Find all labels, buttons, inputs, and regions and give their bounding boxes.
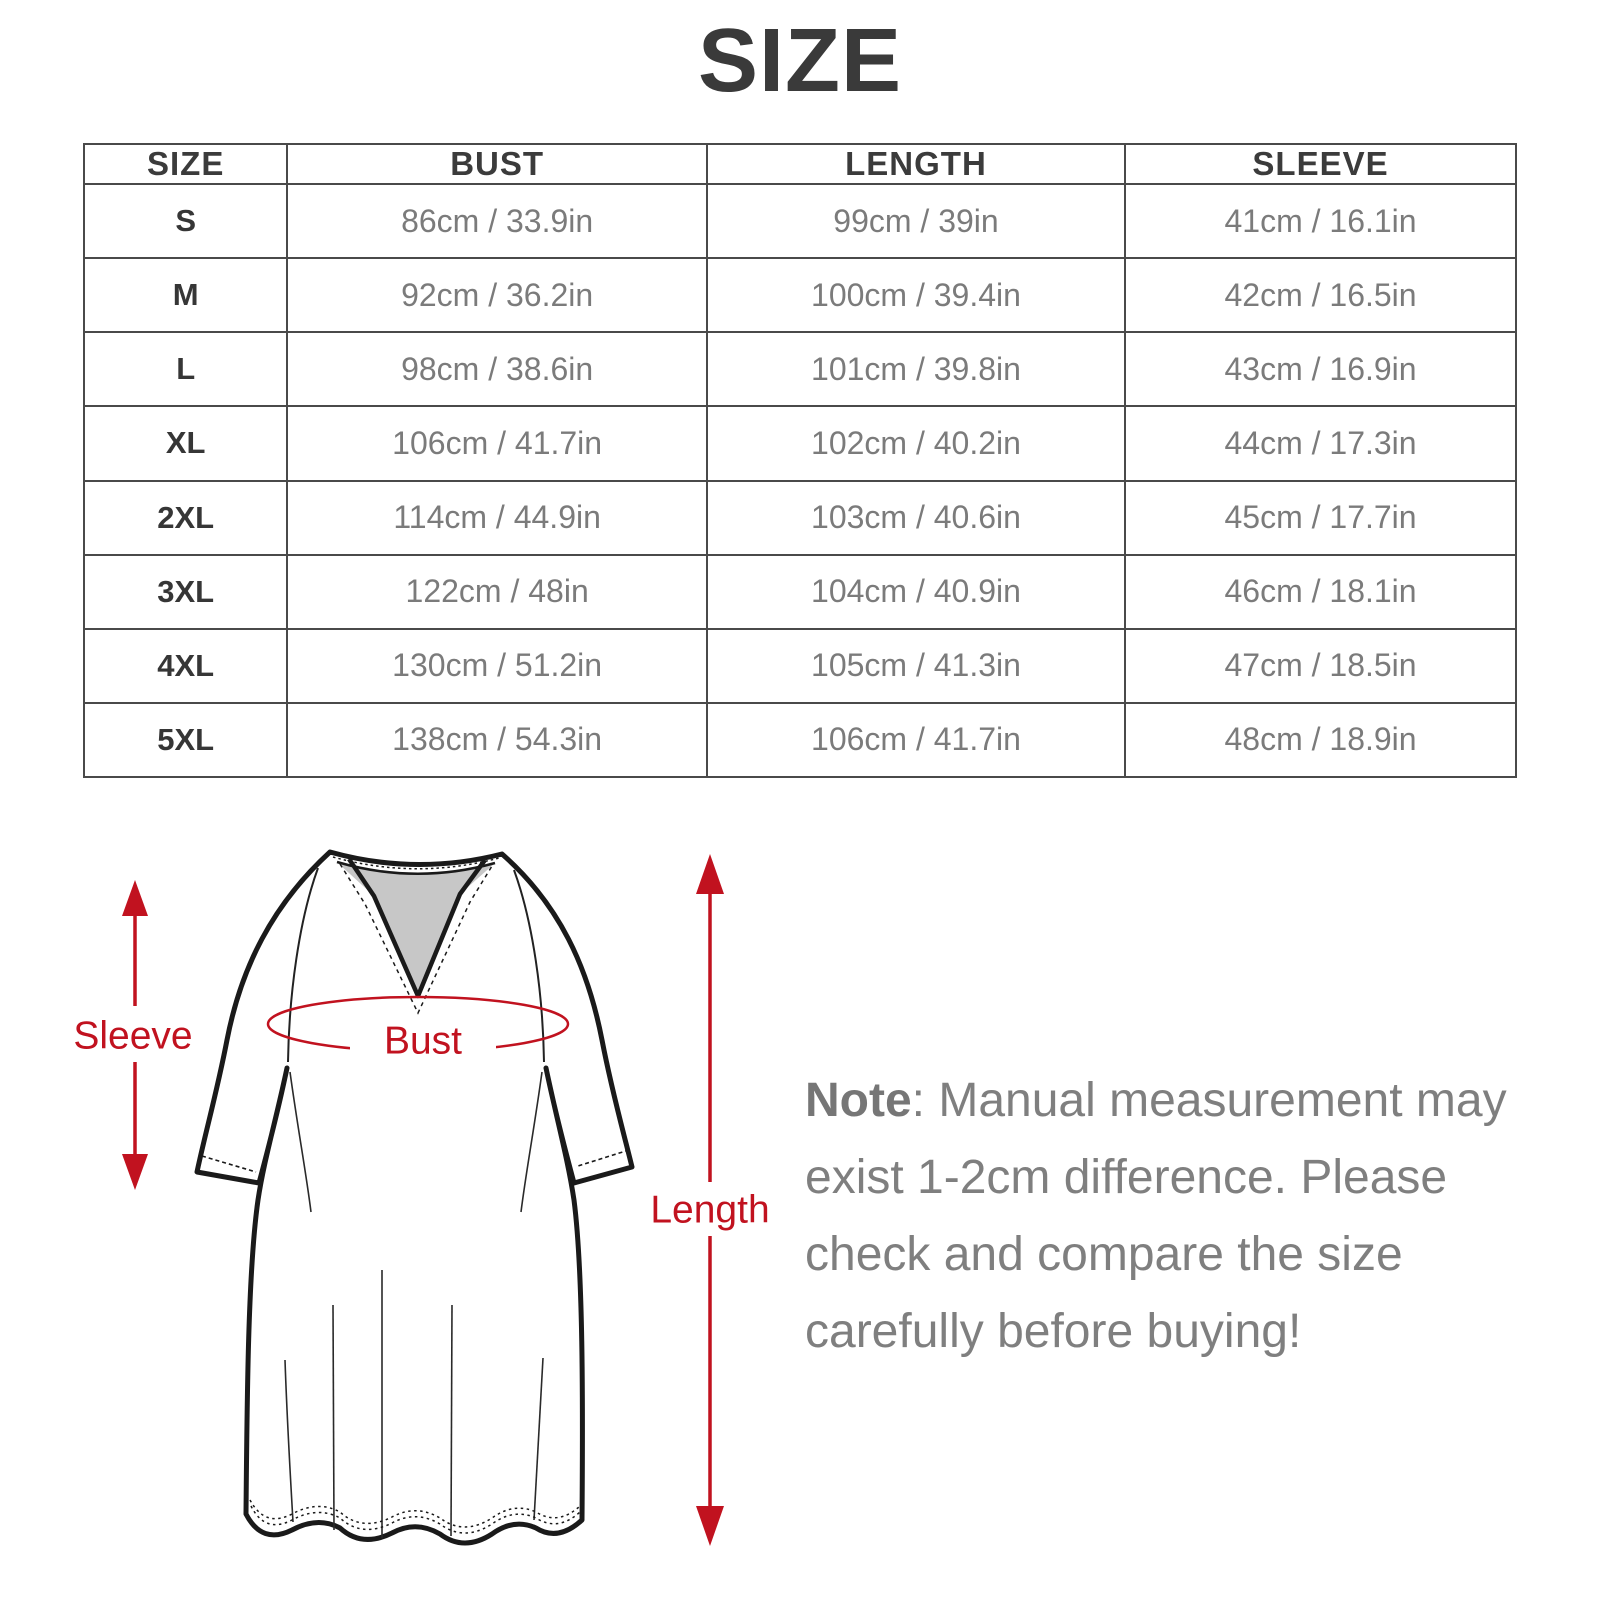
size-table: SIZE BUST LENGTH SLEEVE S 86cm / 33.9in … — [82, 143, 1517, 779]
header-sleeve: SLEEVE — [1124, 143, 1517, 185]
table-row: 4XL 130cm / 51.2in 105cm / 41.3in 47cm /… — [82, 627, 1517, 704]
sleeve-cell: 43cm / 16.9in — [1124, 331, 1517, 408]
sleeve-cell: 48cm / 18.9in — [1124, 701, 1517, 779]
arrow-down-icon — [122, 1154, 148, 1190]
bust-cell: 92cm / 36.2in — [286, 257, 708, 334]
arrow-up-icon — [696, 854, 724, 894]
table-row: XL 106cm / 41.7in 102cm / 40.2in 44cm / … — [82, 405, 1517, 482]
dress-outline — [194, 849, 635, 1546]
sleeve-arrow — [122, 880, 148, 1190]
bust-cell: 98cm / 38.6in — [286, 331, 708, 408]
bust-cell: 86cm / 33.9in — [286, 182, 708, 260]
size-cell: M — [82, 257, 289, 334]
bust-label-bg — [350, 1018, 496, 1062]
dress-illustration: Sleeve Bust Length — [66, 849, 784, 1546]
table-row: 2XL 114cm / 44.9in 103cm / 40.6in 45cm /… — [82, 479, 1517, 556]
neckline-inset — [338, 863, 494, 996]
note-line1-rest: : Manual measurement may — [911, 1074, 1507, 1127]
bust-cell: 138cm / 54.3in — [286, 701, 708, 779]
sleeve-cell: 41cm / 16.1in — [1124, 182, 1517, 260]
length-cell: 101cm / 39.8in — [705, 331, 1127, 408]
table-row: L 98cm / 38.6in 101cm / 39.8in 43cm / 16… — [82, 331, 1517, 408]
table-row: 3XL 122cm / 48in 104cm / 40.9in 46cm / 1… — [82, 553, 1517, 630]
length-cell: 105cm / 41.3in — [705, 627, 1127, 704]
size-cell: 5XL — [82, 701, 289, 779]
armhole-seam-right — [513, 869, 545, 1063]
length-arrow — [696, 854, 724, 1546]
note-line: exist 1-2cm difference. Please — [805, 1151, 1448, 1204]
v-neck-stitch — [339, 863, 493, 1015]
bust-cell: 106cm / 41.7in — [286, 405, 708, 482]
size-cell: S — [82, 182, 289, 260]
table-header-row: SIZE BUST LENGTH SLEEVE — [82, 143, 1517, 185]
length-cell: 104cm / 40.9in — [705, 553, 1127, 630]
length-cell: 102cm / 40.2in — [705, 405, 1127, 482]
length-cell: 99cm / 39in — [705, 182, 1127, 260]
fold-lines — [284, 1071, 544, 1538]
measurement-diagram: Sleeve Bust Length — [0, 800, 800, 1600]
header-length: LENGTH — [705, 143, 1127, 185]
length-cell: 103cm / 40.6in — [705, 479, 1127, 556]
bust-cell: 122cm / 48in — [286, 553, 708, 630]
sleeve-cell: 47cm / 18.5in — [1124, 627, 1517, 704]
note-line: check and compare the size — [805, 1228, 1403, 1281]
size-cell: XL — [82, 405, 289, 482]
note-label: Note — [805, 1074, 912, 1127]
bust-cell: 130cm / 51.2in — [286, 627, 708, 704]
arrow-down-icon — [696, 1506, 724, 1546]
hem-stitch — [249, 1499, 581, 1534]
note-text: Note: Manual measurement may exist 1-2cm… — [805, 1062, 1525, 1370]
sleeve-cell: 45cm / 17.7in — [1124, 479, 1517, 556]
page-title: SIZE — [697, 11, 903, 111]
table-row: 5XL 138cm / 54.3in 106cm / 41.7in 48cm /… — [82, 701, 1517, 779]
size-cell: 3XL — [82, 553, 289, 630]
sleeve-label-bg — [66, 1012, 200, 1060]
table-row: S 86cm / 33.9in 99cm / 39in 41cm / 16.1i… — [82, 182, 1517, 260]
cuff-stitch-right — [577, 1149, 630, 1167]
length-cell: 106cm / 41.7in — [705, 701, 1127, 779]
length-cell: 100cm / 39.4in — [705, 257, 1127, 334]
header-bust: BUST — [286, 143, 708, 185]
bust-cell: 114cm / 44.9in — [286, 479, 708, 556]
size-cell: L — [82, 331, 289, 408]
note-line: Note: Manual measurement may — [805, 1062, 1525, 1139]
sleeve-cell: 42cm / 16.5in — [1124, 257, 1517, 334]
sleeve-cell: 44cm / 17.3in — [1124, 405, 1517, 482]
size-cell: 2XL — [82, 479, 289, 556]
sleeve-label: Sleeve — [73, 1015, 192, 1058]
cuff-stitch-left — [201, 1155, 257, 1173]
sleeve-cell: 46cm / 18.1in — [1124, 553, 1517, 630]
table-row: M 92cm / 36.2in 100cm / 39.4in 42cm / 16… — [82, 257, 1517, 334]
length-label-bg — [636, 1184, 784, 1234]
arrow-up-icon — [122, 880, 148, 916]
bust-label: Bust — [384, 1020, 462, 1063]
size-cell: 4XL — [82, 627, 289, 704]
header-size: SIZE — [82, 143, 289, 185]
collar-stitch-line — [332, 856, 500, 870]
length-label: Length — [650, 1189, 769, 1232]
note-line: carefully before buying! — [805, 1305, 1302, 1358]
